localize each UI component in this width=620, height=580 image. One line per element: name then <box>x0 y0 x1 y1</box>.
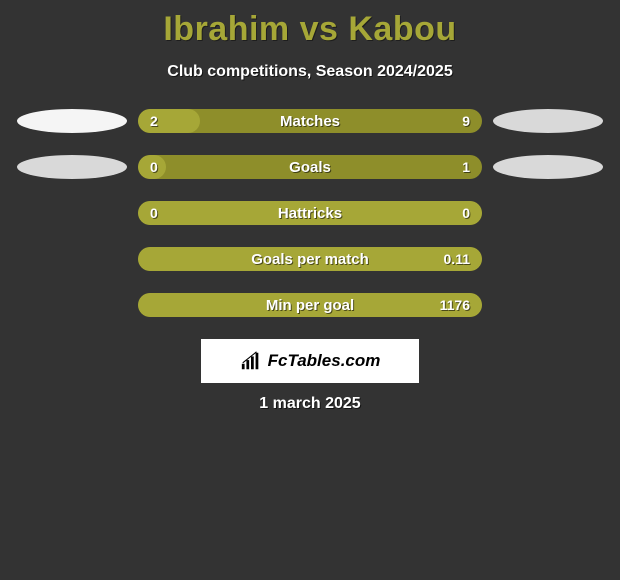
stat-value-right: 1 <box>462 155 470 179</box>
stat-row-goals: 0 Goals 1 <box>0 155 620 179</box>
right-marker <box>482 109 614 133</box>
bar-chart-icon <box>240 350 262 372</box>
stat-bar: 0 Goals 1 <box>138 155 482 179</box>
stat-value-left: 0 <box>150 201 158 225</box>
player-marker-left <box>17 155 127 179</box>
subtitle: Club competitions, Season 2024/2025 <box>0 63 620 81</box>
player-marker-left <box>17 109 127 133</box>
stat-bar: 0 Hattricks 0 <box>138 201 482 225</box>
stat-bar-left-fill <box>138 109 200 133</box>
right-marker <box>482 155 614 179</box>
left-marker <box>6 201 138 225</box>
stat-value-right: 0 <box>462 201 470 225</box>
player-marker-right <box>493 109 603 133</box>
stat-value-right: 1176 <box>440 293 470 317</box>
stat-bar-left-fill <box>138 201 482 225</box>
right-marker <box>482 247 614 271</box>
stat-rows: 2 Matches 9 0 Goals 1 <box>0 109 620 317</box>
stat-row-matches: 2 Matches 9 <box>0 109 620 133</box>
right-marker <box>482 293 614 317</box>
stat-row-mpg: Min per goal 1176 <box>0 293 620 317</box>
stat-row-hattricks: 0 Hattricks 0 <box>0 201 620 225</box>
stat-value-left: 2 <box>150 109 158 133</box>
left-marker <box>6 109 138 133</box>
page-title: Ibrahim vs Kabou <box>0 10 620 49</box>
brand-badge: FcTables.com <box>201 339 419 383</box>
left-marker <box>6 247 138 271</box>
stat-row-gpm: Goals per match 0.11 <box>0 247 620 271</box>
player-marker-right <box>493 155 603 179</box>
stat-bar-left-fill <box>138 293 482 317</box>
stat-value-right: 9 <box>462 109 470 133</box>
stat-value-right: 0.11 <box>444 247 470 271</box>
left-marker <box>6 293 138 317</box>
date-label: 1 march 2025 <box>0 395 620 413</box>
stat-bar: Min per goal 1176 <box>138 293 482 317</box>
stat-bar: 2 Matches 9 <box>138 109 482 133</box>
right-marker <box>482 201 614 225</box>
stat-bar-left-fill <box>138 247 482 271</box>
brand-text: FcTables.com <box>268 351 381 371</box>
left-marker <box>6 155 138 179</box>
stat-label: Goals <box>138 155 482 179</box>
stats-card: Ibrahim vs Kabou Club competitions, Seas… <box>0 0 620 413</box>
stat-value-left: 0 <box>150 155 158 179</box>
stat-bar: Goals per match 0.11 <box>138 247 482 271</box>
